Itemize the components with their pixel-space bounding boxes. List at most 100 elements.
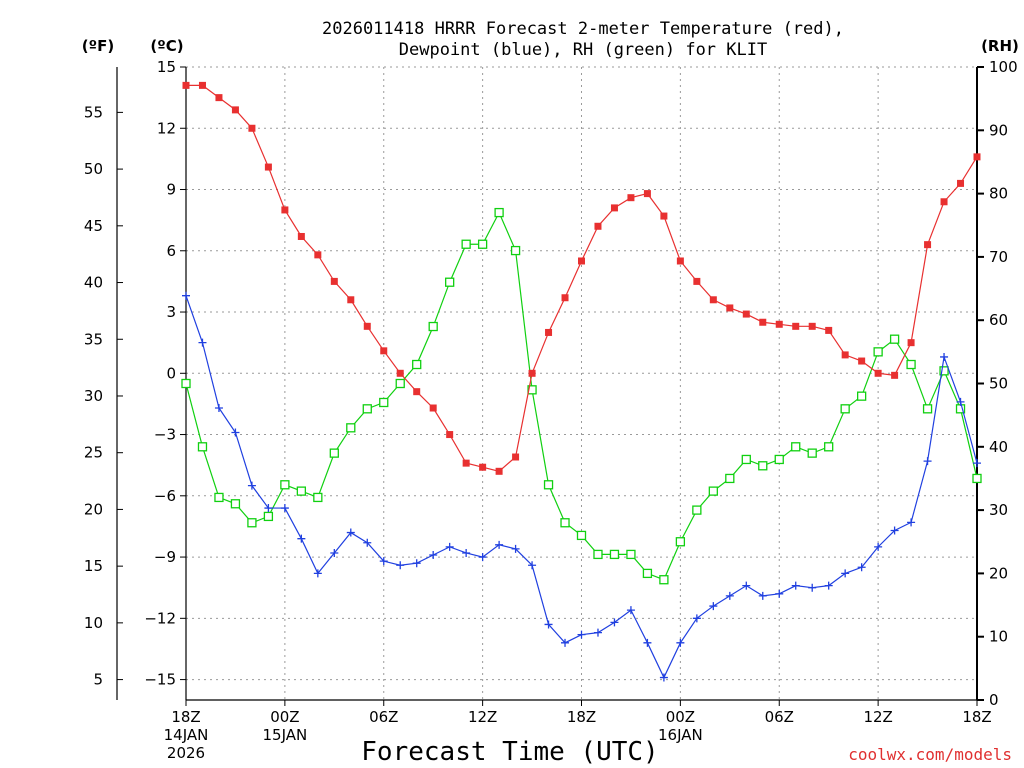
date-tick-label: 16JAN [658,726,703,744]
temperature-point [462,459,470,467]
temperature-point [330,277,338,285]
rh-point [379,397,389,408]
dewpoint-point [857,563,866,572]
rh-point [741,454,751,465]
dewpoint-series [182,291,981,682]
dewpoint-point [214,404,223,413]
temperature-point [281,206,289,214]
temperature-point [676,257,684,265]
dewpoint-point [429,551,438,560]
dewpoint-point [725,591,734,600]
temperature-series [182,81,981,475]
time-tick-label: 06Z [369,708,398,726]
rh-point [725,473,735,484]
temperature-point [709,296,717,304]
celsius-tick-label: −6 [154,487,176,505]
time-tick-label: 18Z [171,708,200,726]
temperature-point [182,81,190,89]
rh-point [445,277,455,287]
rh-tick-label: 30 [989,501,1008,519]
rh-tick-label: 60 [989,311,1008,329]
temperature-point [380,347,388,355]
rh-tick-label: 10 [989,628,1008,646]
temperature-point [759,318,767,326]
temperature-point [198,81,206,89]
rh-tick-label: 40 [989,438,1008,456]
dewpoint-point [330,548,339,557]
rh-tick-label: 20 [989,564,1008,582]
date-tick-label: 15JAN [263,726,308,744]
temperature-point [841,351,849,359]
site-credit[interactable]: coolwx.com/models [848,745,1012,764]
temperature-point [940,198,948,206]
dewpoint-point [182,291,190,300]
rh-point [576,530,587,541]
rh-tick-label: 0 [989,691,999,709]
temperature-point [347,296,355,304]
rh-point [313,492,323,503]
dewpoint-point [528,561,537,570]
dewpoint-point [511,544,520,553]
rh-point [560,518,570,528]
dewpoint-point [445,542,454,551]
fahrenheit-tick-label: 35 [84,330,103,348]
fahrenheit-tick-label: 50 [84,160,103,178]
rh-point [461,239,471,249]
fahrenheit-tick-label: 15 [84,557,103,575]
temperature-point [957,179,965,187]
rh-point [214,492,224,503]
rh-point [791,442,801,452]
celsius-tick-label: 12 [157,119,176,137]
temperature-point [973,153,981,161]
temperature-point [775,320,783,328]
dewpoint-point [775,589,784,598]
temperature-point [231,106,239,114]
celsius-tick-label: 3 [166,303,176,321]
time-tick-label: 00Z [270,708,299,726]
temperature-point [594,222,602,230]
temperature-point [924,241,932,249]
rh-point [197,442,208,452]
time-tick-label: 12Z [863,708,892,726]
dewpoint-point [956,397,965,406]
temperature-point [792,322,800,330]
temperature-point [808,322,816,330]
dewpoint-point [626,606,635,615]
dewpoint-point [577,630,586,639]
chart-title-line2: Dewpoint (blue), RH (green) for KLIT [399,40,767,60]
dewpoint-point [462,548,471,557]
year-tick-label: 2026 [167,744,205,762]
rh-tick-label: 90 [989,121,1008,139]
dewpoint-point [923,457,932,466]
temperature-point [446,431,454,439]
rh-point [412,359,422,370]
dewpoint-point [561,638,570,647]
rh-point [510,245,521,256]
dewpoint-point [758,591,767,600]
rh-point [939,366,949,376]
temperature-point [429,404,437,412]
dewpoint-point [610,618,619,627]
temperature-point [297,232,305,240]
time-tick-label: 18Z [567,708,596,726]
dewpoint-point [659,673,668,682]
temperature-point [495,467,503,475]
rh-point [856,391,867,401]
dewpoint-point [841,569,850,578]
rh-point [774,454,784,465]
rh-point [906,359,916,370]
rh-point [247,518,257,528]
temperature-point [479,463,487,471]
rh-point [807,448,817,458]
rh-point [824,442,834,452]
dewpoint-point [313,569,322,578]
temperature-point [874,369,882,377]
dewpoint-point [973,459,981,468]
temperature-point [314,251,322,259]
temperature-point [643,190,651,198]
rh-point [181,378,191,389]
dewpoint-point [824,581,833,590]
time-tick-label: 12Z [468,708,497,726]
temperature-point [413,388,421,396]
dewpoint-point [643,638,652,647]
